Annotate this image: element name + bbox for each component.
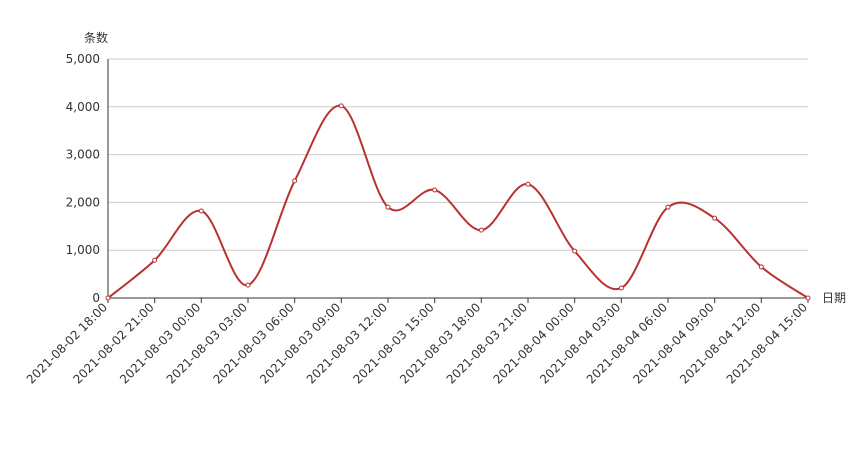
x-tick-label: 2021-08-04 12:00 — [677, 300, 763, 386]
x-tick-label: 2021-08-04 09:00 — [630, 300, 716, 386]
y-tick-label: 3,000 — [66, 148, 100, 162]
point — [338, 103, 344, 109]
point — [665, 204, 671, 210]
point — [805, 295, 811, 301]
point — [292, 178, 298, 184]
point — [758, 264, 764, 270]
point — [432, 187, 438, 193]
x-tick-label: 2021-08-03 18:00 — [397, 300, 483, 386]
y-tick-label: 5,000 — [66, 52, 100, 66]
y-axis-label: 条数 — [84, 30, 108, 45]
point — [245, 282, 251, 288]
x-tick-label: 2021-08-03 12:00 — [304, 300, 390, 386]
point — [572, 248, 578, 254]
point — [525, 181, 531, 187]
x-axis-label: 日期 — [822, 291, 846, 305]
x-tick-label: 2021-08-03 03:00 — [164, 300, 250, 386]
point — [385, 204, 391, 210]
x-tick-label: 2021-08-03 06:00 — [210, 300, 296, 386]
y-tick-label: 4,000 — [66, 100, 100, 114]
x-tick-label: 2021-08-03 21:00 — [444, 300, 530, 386]
y-tick-label: 1,000 — [66, 243, 100, 257]
point — [618, 285, 624, 291]
x-tick-label: 2021-08-02 18:00 — [24, 300, 110, 386]
point — [152, 257, 158, 263]
x-tick-label: 2021-08-04 03:00 — [537, 300, 623, 386]
x-tick-label: 2021-08-04 06:00 — [584, 300, 670, 386]
x-tick-label: 2021-08-04 15:00 — [724, 300, 810, 386]
x-tick-label: 2021-08-03 09:00 — [257, 300, 343, 386]
y-tick-label: 2,000 — [66, 195, 100, 209]
x-tick-label: 2021-08-02 21:00 — [70, 300, 156, 386]
x-tick-label: 2021-08-03 00:00 — [117, 300, 203, 386]
line — [107, 104, 809, 299]
x-tick-label: 2021-08-04 00:00 — [490, 300, 576, 386]
x-tick-label: 2021-08-03 15:00 — [350, 300, 436, 386]
point — [478, 227, 484, 233]
point — [198, 208, 204, 214]
point — [712, 215, 718, 221]
point — [105, 295, 111, 301]
y-tick-label: 0 — [92, 291, 100, 305]
